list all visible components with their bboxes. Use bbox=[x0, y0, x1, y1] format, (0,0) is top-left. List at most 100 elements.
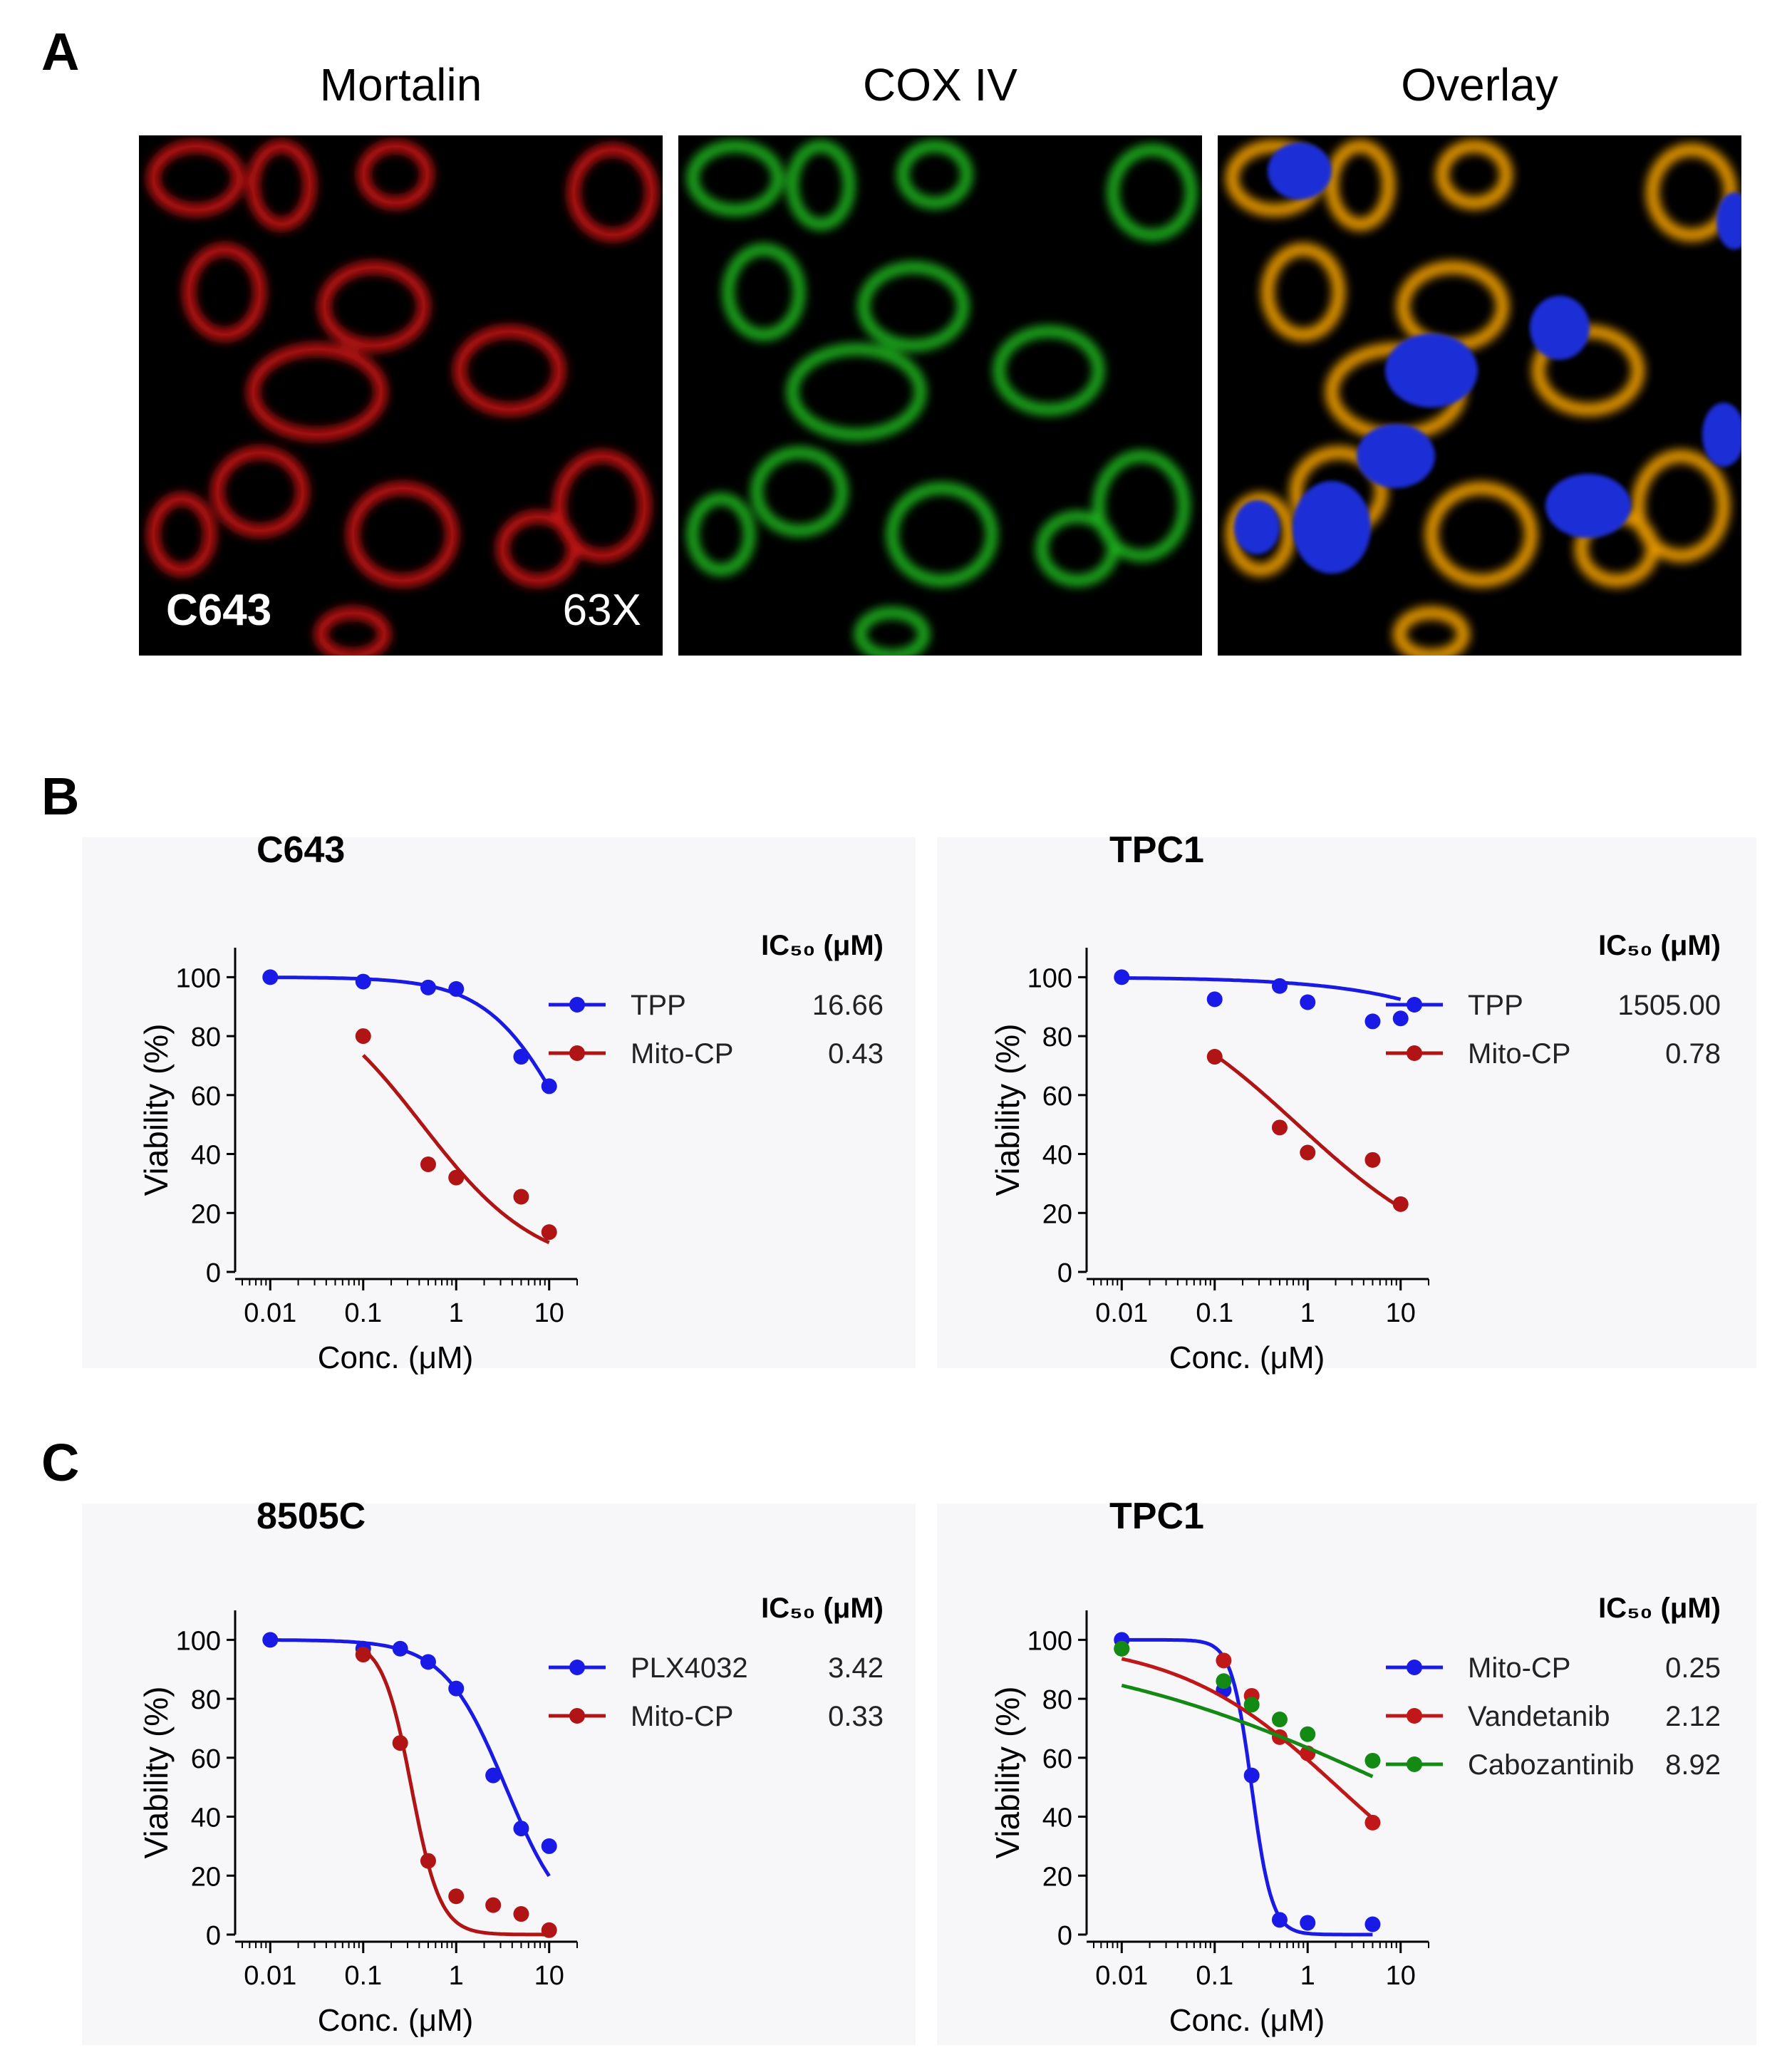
x-axis-label: Conc. (μM) bbox=[1169, 2003, 1325, 2038]
x-tick-label: 1 bbox=[1300, 1961, 1315, 1991]
x-tick-label: 10 bbox=[534, 1298, 564, 1328]
data-point bbox=[1114, 969, 1130, 985]
data-point bbox=[1216, 1652, 1232, 1669]
legend-marker bbox=[1407, 1708, 1422, 1724]
data-point bbox=[1364, 1151, 1381, 1168]
y-tick-label: 80 bbox=[191, 1023, 221, 1052]
data-point bbox=[1271, 978, 1288, 994]
panel-letter-b: B bbox=[41, 767, 80, 826]
legend-marker bbox=[1407, 997, 1422, 1013]
data-point bbox=[355, 1647, 371, 1663]
chart-title-8505c: 8505C bbox=[257, 1496, 366, 1537]
y-tick-label: 40 bbox=[191, 1141, 221, 1171]
overlay-title: Overlay bbox=[1401, 59, 1558, 110]
legend-ic50: 2.12 bbox=[1665, 1701, 1721, 1732]
data-point bbox=[420, 979, 436, 995]
legend-label: PLX4032 bbox=[631, 1652, 748, 1684]
data-point bbox=[355, 1028, 371, 1045]
legend-ic50: 0.78 bbox=[1665, 1038, 1721, 1070]
x-axis-label: Conc. (μM) bbox=[318, 2003, 473, 2038]
x-tick-label: 1 bbox=[449, 1298, 464, 1328]
data-point bbox=[513, 1189, 529, 1205]
x-tick-label: 0.01 bbox=[1095, 1961, 1148, 1991]
legend-label: Mito-CP bbox=[1468, 1038, 1570, 1070]
x-tick-label: 0.01 bbox=[1095, 1298, 1148, 1328]
data-point bbox=[262, 969, 279, 985]
y-tick-label: 60 bbox=[191, 1744, 221, 1774]
legend-ic50: 16.66 bbox=[812, 990, 884, 1021]
data-point bbox=[448, 980, 465, 997]
legend-label: Vandetanib bbox=[1468, 1701, 1610, 1732]
x-axis-label: Conc. (μM) bbox=[1169, 1340, 1325, 1375]
fit-curve-1 bbox=[1121, 1657, 1374, 1820]
x-tick-label: 10 bbox=[534, 1961, 564, 1991]
data-point bbox=[448, 1169, 465, 1186]
x-tick-label: 0.01 bbox=[244, 1298, 296, 1328]
data-point bbox=[1300, 1144, 1316, 1161]
legend-header: IC₅₀ (μM) bbox=[1598, 1593, 1721, 1624]
x-tick-label: 1 bbox=[1300, 1298, 1315, 1328]
legend-label: Mito-CP bbox=[1468, 1652, 1570, 1684]
y-tick-label: 40 bbox=[1042, 1141, 1072, 1171]
data-point bbox=[1206, 991, 1223, 1008]
y-tick-label: 100 bbox=[1027, 1626, 1072, 1656]
legend-label: Mito-CP bbox=[631, 1038, 733, 1070]
chart-c643: 0 20 40 60 80 100 0.01 0.1 1 10 Conc. (μM) Viabilit… bbox=[138, 930, 884, 1375]
legend-ic50: 3.42 bbox=[828, 1652, 884, 1684]
fit-curve-1 bbox=[361, 1054, 550, 1245]
y-tick-label: 0 bbox=[1057, 1258, 1072, 1288]
chart-bg-c-right bbox=[937, 1503, 1756, 2045]
legend-header: IC₅₀ (μM) bbox=[1598, 930, 1721, 961]
data-point bbox=[1364, 1752, 1381, 1769]
data-point bbox=[1364, 1013, 1381, 1030]
data-point bbox=[1364, 1916, 1381, 1932]
data-point bbox=[448, 1888, 465, 1905]
data-point bbox=[1216, 1673, 1232, 1689]
y-axis-label: Viability (%) bbox=[138, 1024, 175, 1196]
data-point bbox=[541, 1078, 557, 1094]
y-axis-label: Viability (%) bbox=[989, 1687, 1026, 1859]
x-tick-label: 0.1 bbox=[1196, 1298, 1233, 1328]
y-tick-label: 20 bbox=[1042, 1199, 1072, 1229]
data-point bbox=[485, 1897, 502, 1913]
cox-iv-image bbox=[678, 135, 1202, 656]
data-point bbox=[1392, 1010, 1409, 1027]
cox-iv-title: COX IV bbox=[863, 59, 1017, 110]
cell-line-label: C643 bbox=[166, 586, 272, 635]
legend-ic50: 0.43 bbox=[828, 1038, 884, 1070]
magnification-label: 63X bbox=[562, 586, 641, 635]
y-tick-label: 60 bbox=[1042, 1744, 1072, 1774]
data-point bbox=[392, 1735, 408, 1751]
x-tick-label: 10 bbox=[1386, 1961, 1416, 1991]
y-tick-label: 100 bbox=[1027, 963, 1072, 993]
data-point bbox=[541, 1224, 557, 1241]
legend-marker bbox=[569, 997, 585, 1013]
data-point bbox=[1364, 1814, 1381, 1831]
chart-tpc1-c: 0 20 40 60 80 100 0.01 0.1 1 10 Conc. (μM) Viabilit… bbox=[989, 1593, 1721, 2038]
mortalin-image: C643 63X bbox=[139, 135, 663, 656]
legend-marker bbox=[1407, 1660, 1422, 1675]
data-point bbox=[1114, 1640, 1130, 1657]
data-point bbox=[513, 1821, 529, 1837]
data-point bbox=[392, 1640, 408, 1657]
legend-ic50: 1505.00 bbox=[1617, 990, 1721, 1021]
legend-marker bbox=[1407, 1756, 1422, 1772]
y-tick-label: 100 bbox=[176, 963, 221, 993]
fit-curve-0 bbox=[270, 975, 551, 1089]
chart-tpc1-b: 0 20 40 60 80 100 0.01 0.1 1 10 Conc. (μM) Viabilit… bbox=[989, 930, 1721, 1375]
data-point bbox=[1300, 994, 1316, 1010]
fit-curve-2 bbox=[1121, 1683, 1374, 1779]
y-tick-label: 0 bbox=[206, 1921, 221, 1951]
data-point bbox=[1243, 1697, 1260, 1713]
data-point bbox=[1392, 1196, 1409, 1212]
legend-marker bbox=[569, 1660, 585, 1675]
legend-ic50: 0.33 bbox=[828, 1701, 884, 1732]
y-tick-label: 60 bbox=[1042, 1082, 1072, 1112]
data-point bbox=[541, 1838, 557, 1854]
panel-letter-c: C bbox=[41, 1433, 80, 1492]
y-tick-label: 80 bbox=[191, 1685, 221, 1715]
data-point bbox=[541, 1922, 557, 1938]
data-point bbox=[1243, 1767, 1260, 1784]
legend-ic50: 8.92 bbox=[1665, 1749, 1721, 1781]
overlay-fluorescence bbox=[1226, 140, 1741, 656]
